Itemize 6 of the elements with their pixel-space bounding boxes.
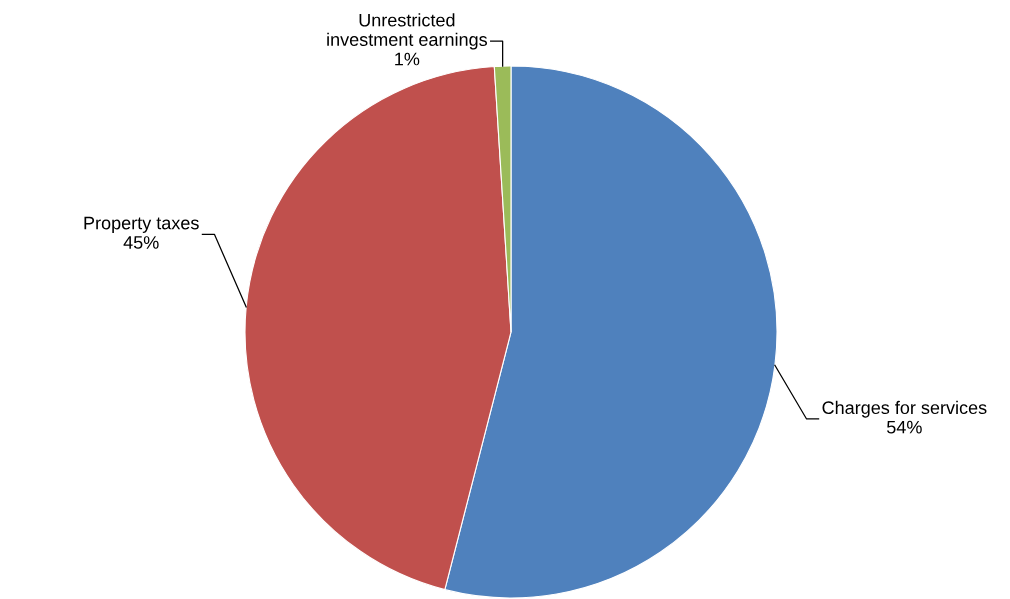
data-label: 54% xyxy=(887,420,922,434)
slice-label: Unrestricted investment earnings xyxy=(327,13,487,50)
slice-label: Property taxes xyxy=(84,216,199,233)
data-label: 45% xyxy=(123,236,159,249)
data-label: 1% xyxy=(395,52,420,66)
slice-label: Charges for services xyxy=(822,400,987,418)
